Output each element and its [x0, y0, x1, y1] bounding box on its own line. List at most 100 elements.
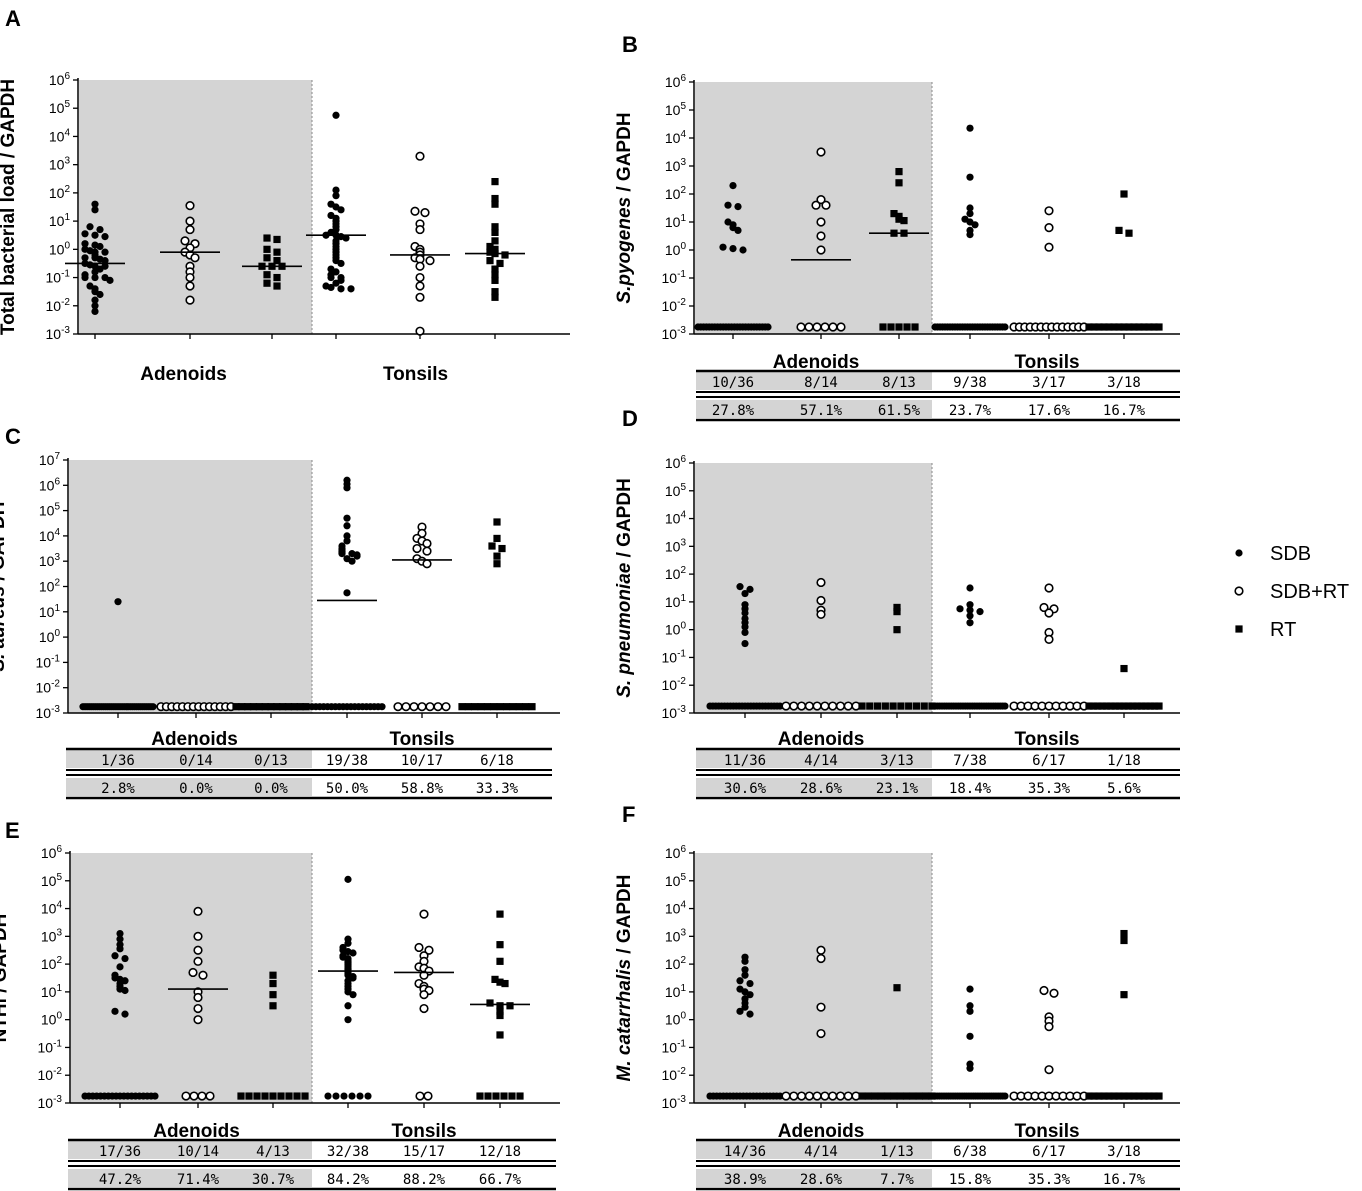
table-shade-row1 — [696, 372, 932, 390]
group-label-adenoids: Adenoids — [140, 364, 227, 385]
data-point — [1120, 936, 1128, 945]
series-sdb-tonsils — [931, 985, 1009, 1100]
table-percent: 16.7% — [1103, 1172, 1146, 1188]
table-percent: 0.0% — [254, 781, 288, 797]
data-point — [348, 557, 356, 565]
data-point — [501, 979, 509, 988]
y-tick-label: 103 — [41, 927, 63, 944]
y-tick-label: 103 — [665, 157, 687, 174]
data-point-nd — [502, 703, 511, 711]
series-rt-adenoids — [869, 168, 929, 331]
data-point-nd — [1129, 702, 1137, 710]
data-point-nd — [812, 701, 822, 711]
data-point — [491, 200, 499, 208]
series-sdb-rt-adenoids — [156, 702, 236, 712]
table-shade-row1 — [66, 750, 312, 768]
data-point — [263, 234, 271, 242]
data-point — [101, 233, 109, 241]
data-point-nd — [1089, 702, 1097, 710]
data-point-nd — [902, 1092, 911, 1100]
y-tick-label: 103 — [665, 537, 687, 554]
y-tick-label: 106 — [665, 73, 687, 90]
data-point-nd — [253, 1092, 261, 1100]
legend-label: RT — [1270, 619, 1296, 641]
data-point — [420, 208, 430, 218]
data-point-nd — [1125, 323, 1133, 331]
data-point — [816, 1002, 826, 1012]
prevalence-table: 14/36 38.9% 4/14 28.6% 1/13 7.7% 6/38 15.8% 6/17… — [696, 1138, 1180, 1191]
data-point-nd — [378, 703, 386, 711]
series-rt-tonsils — [1085, 664, 1163, 710]
adenoids-shade — [695, 853, 932, 1103]
data-point-nd — [279, 703, 287, 711]
data-point-nd — [1145, 323, 1153, 331]
data-point — [816, 245, 826, 255]
data-point-nd — [401, 702, 411, 712]
y-tick-label: 10-3 — [36, 704, 61, 721]
series-sdb-rt-adenoids — [781, 577, 861, 711]
table-count: 15/17 — [403, 1144, 445, 1160]
data-point-nd — [1085, 702, 1093, 710]
data-point-nd — [293, 1092, 301, 1100]
panel-e: E 106 105 104 103 102 101 100 10-1 10-2 10-3 NTHi /… — [0, 818, 560, 1191]
data-point-nd — [804, 322, 814, 332]
data-point-nd — [789, 1091, 799, 1101]
data-point — [900, 217, 908, 225]
data-point — [741, 966, 749, 974]
data-point-nd — [1145, 1092, 1153, 1100]
prevalence-table: 10/36 27.8% 8/14 57.1% 8/13 61.5% 9/38 23.7% 3/1… — [696, 369, 1180, 422]
table-count: 0/13 — [254, 753, 288, 769]
data-point — [273, 273, 281, 282]
data-point — [1049, 988, 1059, 998]
data-point — [91, 273, 99, 282]
data-point — [121, 986, 129, 995]
data-point-nd — [261, 1092, 269, 1100]
data-point — [966, 606, 974, 614]
data-point-nd — [781, 1091, 791, 1101]
adenoids-shade — [695, 463, 932, 713]
data-point — [414, 942, 424, 953]
adenoids-shade — [69, 460, 312, 713]
table-percent: 35.3% — [1028, 1172, 1071, 1188]
data-point — [486, 242, 494, 251]
data-point — [425, 256, 435, 266]
series-sdb-rt-adenoids — [168, 906, 228, 1101]
data-point-nd — [858, 702, 866, 710]
data-point — [121, 1010, 129, 1018]
y-tick-label: 101 — [39, 603, 61, 620]
table-percent: 16.7% — [1103, 403, 1146, 419]
data-point — [966, 612, 974, 620]
table-percent: 30.6% — [724, 781, 767, 797]
table-count: 10/36 — [712, 375, 754, 391]
data-point-nd — [1001, 1092, 1009, 1100]
data-point — [419, 990, 429, 1000]
data-point-nd — [903, 323, 911, 331]
series-sdb-tonsils — [308, 476, 386, 711]
data-point — [96, 242, 104, 251]
data-point — [1044, 583, 1054, 593]
data-point — [491, 228, 499, 236]
data-point — [496, 1031, 504, 1039]
data-point-nd — [1142, 702, 1150, 710]
data-point-nd — [273, 703, 281, 711]
data-point — [741, 957, 749, 965]
y-axis-label: S. aureus / GAPDH — [0, 502, 9, 672]
table-percent: 18.4% — [949, 781, 992, 797]
data-point — [91, 200, 99, 208]
panel-b: B 106 105 104 103 102 101 100 10-1 10-2 10-3 S.pyog… — [614, 32, 1180, 422]
series-sdb-rt-adenoids — [160, 200, 220, 305]
y-tick-label: 101 — [665, 983, 687, 1000]
data-point-nd — [873, 702, 882, 710]
table-shade-row2 — [66, 778, 312, 796]
legend-label: SDB+RT — [1270, 581, 1349, 603]
data-point — [736, 1007, 744, 1015]
data-point — [491, 975, 499, 983]
data-point-nd — [905, 702, 913, 710]
data-point-nd — [858, 1092, 866, 1100]
series-sdb-rt-tonsils — [1009, 985, 1089, 1101]
data-point — [86, 223, 94, 231]
data-point-nd — [301, 1092, 309, 1100]
data-point — [966, 231, 974, 239]
legend-item-sdb-rt: SDB+RT — [1234, 581, 1349, 603]
panel-letter: E — [5, 818, 20, 843]
